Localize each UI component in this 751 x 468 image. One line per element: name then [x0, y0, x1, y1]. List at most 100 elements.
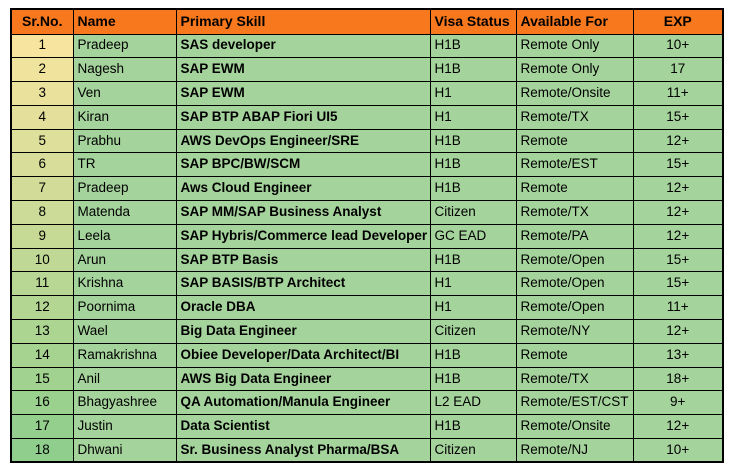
cell-name[interactable]: Leela	[72, 223, 177, 249]
cell-srno[interactable]: 15	[10, 366, 74, 392]
cell-srno[interactable]: 10	[10, 247, 74, 273]
cell-available-for[interactable]: Remote/Open	[515, 247, 634, 273]
cell-name[interactable]: Kiran	[72, 104, 177, 130]
cell-primary-skill[interactable]: Sr. Business Analyst Pharma/BSA	[175, 438, 431, 463]
cell-name[interactable]: Dhwani	[72, 438, 177, 463]
cell-exp[interactable]: 12+	[632, 176, 724, 202]
cell-name[interactable]: Pradeep	[72, 176, 177, 202]
cell-name[interactable]: Wael	[72, 319, 177, 344]
cell-srno[interactable]: 18	[10, 438, 74, 463]
cell-primary-skill[interactable]: SAP BTP ABAP Fiori UI5	[175, 104, 431, 130]
cell-visa-status[interactable]: H1	[429, 81, 517, 106]
cell-visa-status[interactable]: H1	[429, 271, 517, 297]
cell-visa-status[interactable]: H1B	[429, 33, 517, 59]
cell-primary-skill[interactable]: Oracle DBA	[175, 295, 431, 321]
cell-exp[interactable]: 11+	[632, 81, 724, 106]
cell-exp[interactable]: 15+	[632, 271, 724, 297]
cell-srno[interactable]: 7	[10, 176, 74, 202]
cell-primary-skill[interactable]: SAS developer	[175, 33, 431, 59]
cell-name[interactable]: Poornima	[72, 295, 177, 321]
cell-exp[interactable]: 13+	[632, 342, 724, 368]
cell-srno[interactable]: 11	[10, 271, 74, 297]
cell-name[interactable]: Pradeep	[72, 33, 177, 59]
cell-exp[interactable]: 12+	[632, 414, 724, 440]
cell-visa-status[interactable]: H1B	[429, 366, 517, 392]
cell-primary-skill[interactable]: QA Automation/Manula Engineer	[175, 390, 431, 416]
cell-primary-skill[interactable]: SAP Hybris/Commerce lead Developer	[175, 223, 431, 249]
cell-primary-skill[interactable]: AWS DevOps Engineer/SRE	[175, 128, 431, 154]
cell-available-for[interactable]: Remote/NY	[515, 319, 634, 344]
cell-visa-status[interactable]: H1B	[429, 152, 517, 178]
cell-srno[interactable]: 5	[10, 128, 74, 154]
cell-primary-skill[interactable]: SAP EWM	[175, 81, 431, 106]
cell-exp[interactable]: 10+	[632, 33, 724, 59]
cell-primary-skill[interactable]: AWS Big Data Engineer	[175, 366, 431, 392]
cell-available-for[interactable]: Remote/PA	[515, 223, 634, 249]
cell-srno[interactable]: 13	[10, 319, 74, 344]
cell-visa-status[interactable]: H1B	[429, 342, 517, 368]
column-header-primary-skill[interactable]: Primary Skill	[175, 8, 431, 35]
column-header-available-for[interactable]: Available For	[515, 8, 634, 35]
cell-exp[interactable]: 12+	[632, 223, 724, 249]
cell-exp[interactable]: 10+	[632, 438, 724, 463]
cell-available-for[interactable]: Remote/TX	[515, 104, 634, 130]
column-header-visa-status[interactable]: Visa Status	[429, 8, 517, 35]
cell-visa-status[interactable]: L2 EAD	[429, 390, 517, 416]
cell-srno[interactable]: 12	[10, 295, 74, 321]
cell-primary-skill[interactable]: SAP BPC/BW/SCM	[175, 152, 431, 178]
cell-visa-status[interactable]: GC EAD	[429, 223, 517, 249]
cell-available-for[interactable]: Remote/TX	[515, 366, 634, 392]
cell-available-for[interactable]: Remote Only	[515, 33, 634, 59]
cell-exp[interactable]: 12+	[632, 200, 724, 225]
cell-primary-skill[interactable]: Aws Cloud Engineer	[175, 176, 431, 202]
cell-available-for[interactable]: Remote/EST	[515, 152, 634, 178]
cell-primary-skill[interactable]: SAP MM/SAP Business Analyst	[175, 200, 431, 225]
cell-exp[interactable]: 18+	[632, 366, 724, 392]
cell-available-for[interactable]: Remote/Onsite	[515, 414, 634, 440]
cell-exp[interactable]: 9+	[632, 390, 724, 416]
cell-name[interactable]: Arun	[72, 247, 177, 273]
column-header-srno[interactable]: Sr.No.	[10, 8, 74, 35]
cell-available-for[interactable]: Remote/NJ	[515, 438, 634, 463]
cell-available-for[interactable]: Remote/EST/CST	[515, 390, 634, 416]
cell-exp[interactable]: 12+	[632, 128, 724, 154]
cell-name[interactable]: Bhagyashree	[72, 390, 177, 416]
cell-exp[interactable]: 11+	[632, 295, 724, 321]
cell-visa-status[interactable]: H1B	[429, 176, 517, 202]
cell-visa-status[interactable]: H1	[429, 295, 517, 321]
cell-available-for[interactable]: Remote	[515, 128, 634, 154]
cell-exp[interactable]: 15+	[632, 152, 724, 178]
cell-primary-skill[interactable]: Big Data Engineer	[175, 319, 431, 344]
cell-name[interactable]: Ramakrishna	[72, 342, 177, 368]
cell-srno[interactable]: 2	[10, 57, 74, 83]
column-header-name[interactable]: Name	[72, 8, 177, 35]
cell-name[interactable]: Anil	[72, 366, 177, 392]
cell-srno[interactable]: 3	[10, 81, 74, 106]
cell-primary-skill[interactable]: SAP BASIS/BTP Architect	[175, 271, 431, 297]
cell-srno[interactable]: 14	[10, 342, 74, 368]
cell-visa-status[interactable]: H1B	[429, 57, 517, 83]
cell-available-for[interactable]: Remote/Open	[515, 271, 634, 297]
cell-exp[interactable]: 15+	[632, 247, 724, 273]
cell-primary-skill[interactable]: Obiee Developer/Data Architect/BI	[175, 342, 431, 368]
cell-srno[interactable]: 6	[10, 152, 74, 178]
cell-primary-skill[interactable]: SAP EWM	[175, 57, 431, 83]
cell-visa-status[interactable]: H1B	[429, 414, 517, 440]
cell-available-for[interactable]: Remote Only	[515, 57, 634, 83]
column-header-exp[interactable]: EXP	[632, 8, 724, 35]
cell-name[interactable]: TR	[72, 152, 177, 178]
cell-name[interactable]: Krishna	[72, 271, 177, 297]
cell-name[interactable]: Nagesh	[72, 57, 177, 83]
cell-visa-status[interactable]: Citizen	[429, 438, 517, 463]
cell-srno[interactable]: 9	[10, 223, 74, 249]
cell-visa-status[interactable]: H1B	[429, 128, 517, 154]
cell-exp[interactable]: 17	[632, 57, 724, 83]
cell-visa-status[interactable]: H1	[429, 104, 517, 130]
cell-primary-skill[interactable]: Data Scientist	[175, 414, 431, 440]
cell-name[interactable]: Justin	[72, 414, 177, 440]
cell-name[interactable]: Matenda	[72, 200, 177, 225]
cell-visa-status[interactable]: H1B	[429, 247, 517, 273]
cell-srno[interactable]: 17	[10, 414, 74, 440]
cell-available-for[interactable]: Remote/TX	[515, 200, 634, 225]
cell-available-for[interactable]: Remote/Open	[515, 295, 634, 321]
